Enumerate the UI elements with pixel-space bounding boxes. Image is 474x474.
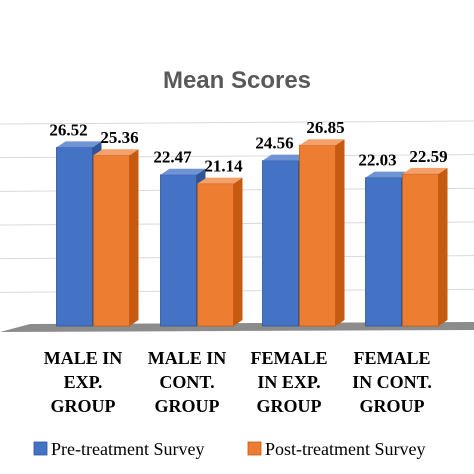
category-label: MALE IN CONT. GROUP (148, 348, 227, 416)
category-label: FEMALE IN CONT. GROUP (352, 348, 432, 416)
pre-value-label: 22.47 (153, 148, 192, 167)
post-value-label: 22.59 (409, 147, 447, 166)
category-label-line: MALE IN (44, 348, 123, 368)
post-treatment-bar (402, 167, 448, 327)
pre-value-label: 24.56 (255, 134, 293, 153)
post-value-label: 26.85 (306, 118, 344, 137)
legend: Pre-treatment Survey Post-treatment Surve… (33, 439, 425, 459)
bars (56, 139, 448, 327)
pre-value-label: 26.52 (49, 120, 87, 139)
pre-value-label: 22.03 (358, 151, 396, 170)
category-label: MALE IN EXP. GROUP (44, 348, 123, 416)
chart-title: Mean Scores (163, 67, 311, 94)
legend-label: Post-treatment Survey (265, 439, 425, 459)
category-label-line: GROUP (51, 396, 116, 416)
post-treatment-bar (93, 149, 139, 327)
category-label-line: MALE IN (148, 348, 227, 368)
category-label-line: FEMALE (353, 348, 430, 368)
category-label: FEMALE IN EXP. GROUP (250, 348, 327, 416)
category-label-line: CONT. (159, 372, 214, 392)
category-label-line: GROUP (257, 396, 322, 416)
category-label-line: IN EXP. (257, 372, 320, 392)
post-treatment-bar (197, 177, 243, 327)
post-value-label: 21.14 (204, 157, 243, 176)
data-labels: 26.52 22.47 24.56 22.03 25.36 21.14 26.85 22.59 (49, 118, 447, 175)
category-labels: MALE IN EXP. GROUP MALE IN CONT. GROUP FEMALE I… (44, 348, 432, 416)
category-label-line: GROUP (155, 396, 220, 416)
category-label-line: GROUP (360, 396, 425, 416)
legend-item-pre: Pre-treatment Survey (33, 439, 204, 459)
legend-swatch (33, 441, 48, 456)
legend-label: Pre-treatment Survey (51, 439, 204, 459)
category-label-line: FEMALE (250, 348, 327, 368)
post-value-label: 25.36 (100, 128, 138, 147)
category-label-line: EXP. (64, 372, 103, 392)
post-treatment-bar (299, 139, 345, 327)
category-label-line: IN CONT. (352, 372, 432, 392)
gridline (0, 120, 474, 125)
legend-swatch (247, 441, 262, 456)
legend-item-post: Post-treatment Survey (247, 439, 425, 459)
